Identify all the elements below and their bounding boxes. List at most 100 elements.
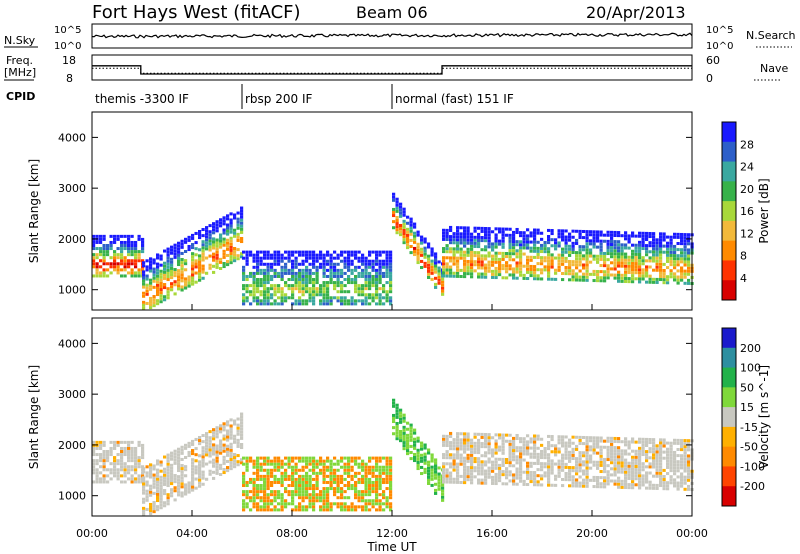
- power-cell: [473, 235, 477, 239]
- y-tick-label: 2000: [58, 233, 86, 246]
- velocity-cell: [233, 456, 237, 460]
- velocity-cell: [163, 479, 167, 483]
- velocity-cell: [315, 499, 319, 503]
- velocity-cell: [420, 459, 424, 463]
- power-cell: [427, 266, 431, 270]
- velocity-cell: [526, 461, 530, 465]
- power-cell: [273, 271, 277, 275]
- velocity-cell: [287, 502, 291, 506]
- power-cell: [277, 271, 281, 275]
- power-cell: [620, 264, 624, 268]
- velocity-cell: [631, 477, 635, 481]
- velocity-cell: [592, 485, 596, 489]
- velocity-cell: [312, 477, 316, 481]
- power-cell: [680, 266, 684, 270]
- power-cell: [512, 240, 516, 244]
- power-cell: [466, 229, 470, 233]
- velocity-cell: [638, 486, 642, 490]
- power-cell: [620, 249, 624, 253]
- power-cell: [170, 260, 174, 264]
- power-cell: [456, 238, 460, 242]
- velocity-cell: [669, 481, 673, 485]
- velocity-cell: [322, 462, 326, 466]
- velocity-cell: [526, 434, 530, 438]
- power-cell: [494, 227, 498, 231]
- velocity-cell: [201, 455, 205, 459]
- velocity-cell: [127, 456, 131, 460]
- velocity-cell: [592, 445, 596, 449]
- power-cell: [263, 290, 267, 294]
- power-cell: [624, 246, 628, 250]
- power-cell: [312, 284, 316, 288]
- power-cell: [322, 290, 326, 294]
- power-cell: [487, 263, 491, 267]
- velocity-cell: [603, 439, 607, 443]
- power-cell: [205, 244, 209, 248]
- velocity-cell: [512, 476, 516, 480]
- velocity-cell: [242, 462, 246, 466]
- power-cell: [145, 286, 149, 290]
- power-cell: [666, 253, 670, 257]
- power-cell: [194, 253, 198, 257]
- velocity-cell: [434, 458, 438, 462]
- power-cell: [585, 275, 589, 279]
- velocity-cell: [298, 505, 302, 509]
- velocity-cell: [659, 474, 663, 478]
- power-cell: [603, 254, 607, 258]
- power-cell: [375, 287, 379, 291]
- power-cell: [389, 290, 393, 294]
- power-cell: [382, 290, 386, 294]
- velocity-cell: [571, 466, 575, 470]
- power-cell: [333, 250, 337, 254]
- power-cell: [441, 292, 445, 296]
- velocity-cell: [343, 477, 347, 481]
- velocity-cell: [166, 465, 170, 469]
- power-cell: [222, 228, 226, 232]
- power-cell: [130, 234, 134, 238]
- velocity-cell: [361, 465, 365, 469]
- power-cell: [491, 245, 495, 249]
- power-cell: [487, 242, 491, 246]
- velocity-cell: [340, 502, 344, 506]
- power-cell: [201, 276, 205, 280]
- power-cell: [473, 241, 477, 245]
- velocity-cell: [120, 468, 124, 472]
- power-cell: [452, 262, 456, 266]
- velocity-cell: [589, 454, 593, 458]
- velocity-cell: [308, 505, 312, 509]
- power-cell: [229, 258, 233, 262]
- velocity-cell: [120, 450, 124, 453]
- power-cell: [287, 287, 291, 291]
- power-cell: [652, 259, 656, 263]
- power-cell: [578, 263, 582, 267]
- velocity-cell: [201, 476, 205, 480]
- power-cell: [456, 241, 460, 245]
- power-cell: [613, 230, 617, 234]
- power-cell: [298, 262, 302, 266]
- velocity-cell: [676, 454, 680, 458]
- velocity-cell: [452, 447, 456, 451]
- power-cell: [687, 281, 691, 285]
- power-cell: [123, 234, 127, 238]
- power-cell: [645, 253, 649, 257]
- nsky-tick-bottom: 10^0: [54, 41, 81, 52]
- power-cell: [159, 257, 163, 261]
- power-cell: [533, 274, 537, 278]
- velocity-cell: [613, 482, 617, 486]
- power-cell: [578, 278, 582, 282]
- velocity-cell: [249, 508, 253, 512]
- power-cell: [259, 299, 263, 303]
- power-cell: [571, 244, 575, 248]
- velocity-cell: [666, 484, 670, 488]
- power-cell: [194, 259, 198, 263]
- power-cell: [494, 242, 498, 246]
- power-cell: [620, 255, 624, 259]
- velocity-cell: [191, 461, 195, 465]
- nsky-label: N.Sky: [4, 34, 36, 47]
- power-cell: [456, 268, 460, 272]
- velocity-cell: [375, 459, 379, 463]
- velocity-cell: [333, 502, 337, 506]
- power-cell: [519, 249, 523, 253]
- power-cell: [631, 252, 635, 256]
- velocity-cell: [512, 455, 516, 459]
